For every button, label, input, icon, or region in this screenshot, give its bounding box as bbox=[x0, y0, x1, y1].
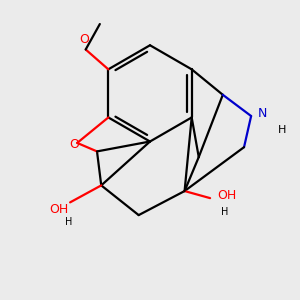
Text: H: H bbox=[65, 217, 72, 227]
Text: H: H bbox=[220, 207, 228, 217]
Text: O: O bbox=[79, 33, 89, 46]
Text: OH: OH bbox=[49, 203, 68, 216]
Text: OH: OH bbox=[218, 189, 237, 202]
Text: O: O bbox=[69, 138, 79, 151]
Text: N: N bbox=[258, 107, 267, 120]
Text: H: H bbox=[278, 125, 286, 135]
